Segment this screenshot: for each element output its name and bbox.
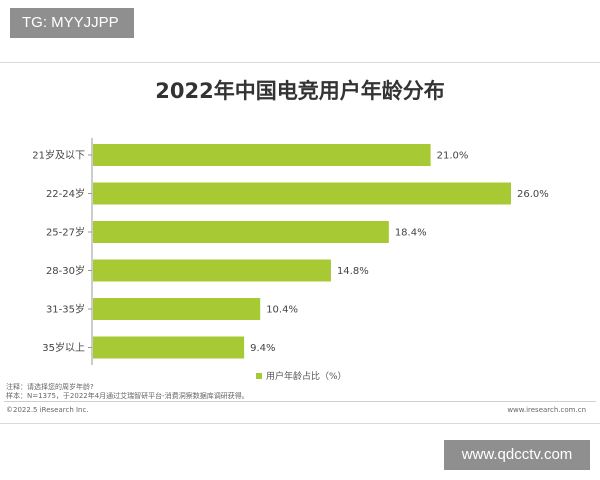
category-label: 22-24岁 <box>46 187 85 200</box>
value-label: 10.4% <box>266 305 298 316</box>
value-label: 9.4% <box>250 343 275 354</box>
value-label: 26.0% <box>517 189 549 200</box>
bar <box>93 144 431 166</box>
category-label: 25-27岁 <box>46 226 85 239</box>
value-label: 21.0% <box>437 151 469 162</box>
note-line: 注释：请选择您的周岁年龄? <box>6 383 94 391</box>
watermark-bottom: www.qdcctv.com <box>444 440 590 470</box>
category-label: 31-35岁 <box>46 303 85 316</box>
value-label: 14.8% <box>337 266 369 277</box>
bar <box>93 298 261 320</box>
copyright: ©2022.5 iResearch Inc. <box>6 406 89 414</box>
legend-label: 用户年龄占比（%） <box>266 372 347 382</box>
chart-title: 2022年中国电竞用户年龄分布 <box>155 79 445 103</box>
source-site: www.iresearch.com.cn <box>507 406 586 414</box>
bar <box>93 182 511 205</box>
legend: 用户年龄占比（%） <box>256 369 347 382</box>
note-line: 样本：N=1375，于2022年4月通过艾瑞智研平台-消费洞察数据库调研获得。 <box>6 392 249 400</box>
legend-swatch <box>256 372 262 379</box>
value-label: 18.4% <box>395 228 427 239</box>
category-label: 35岁以上 <box>42 341 85 354</box>
category-label: 28-30岁 <box>46 264 85 277</box>
watermark-top: TG: MYYJJPP <box>10 8 134 38</box>
bar <box>93 221 389 243</box>
notes: 注释：请选择您的周岁年龄? 样本：N=1375，于2022年4月通过艾瑞智研平台… <box>6 383 249 401</box>
category-label: 21岁及以下 <box>32 149 85 162</box>
footer-divider <box>4 401 596 402</box>
chart-panel <box>0 62 600 424</box>
bar <box>93 259 331 282</box>
bar <box>93 336 245 359</box>
